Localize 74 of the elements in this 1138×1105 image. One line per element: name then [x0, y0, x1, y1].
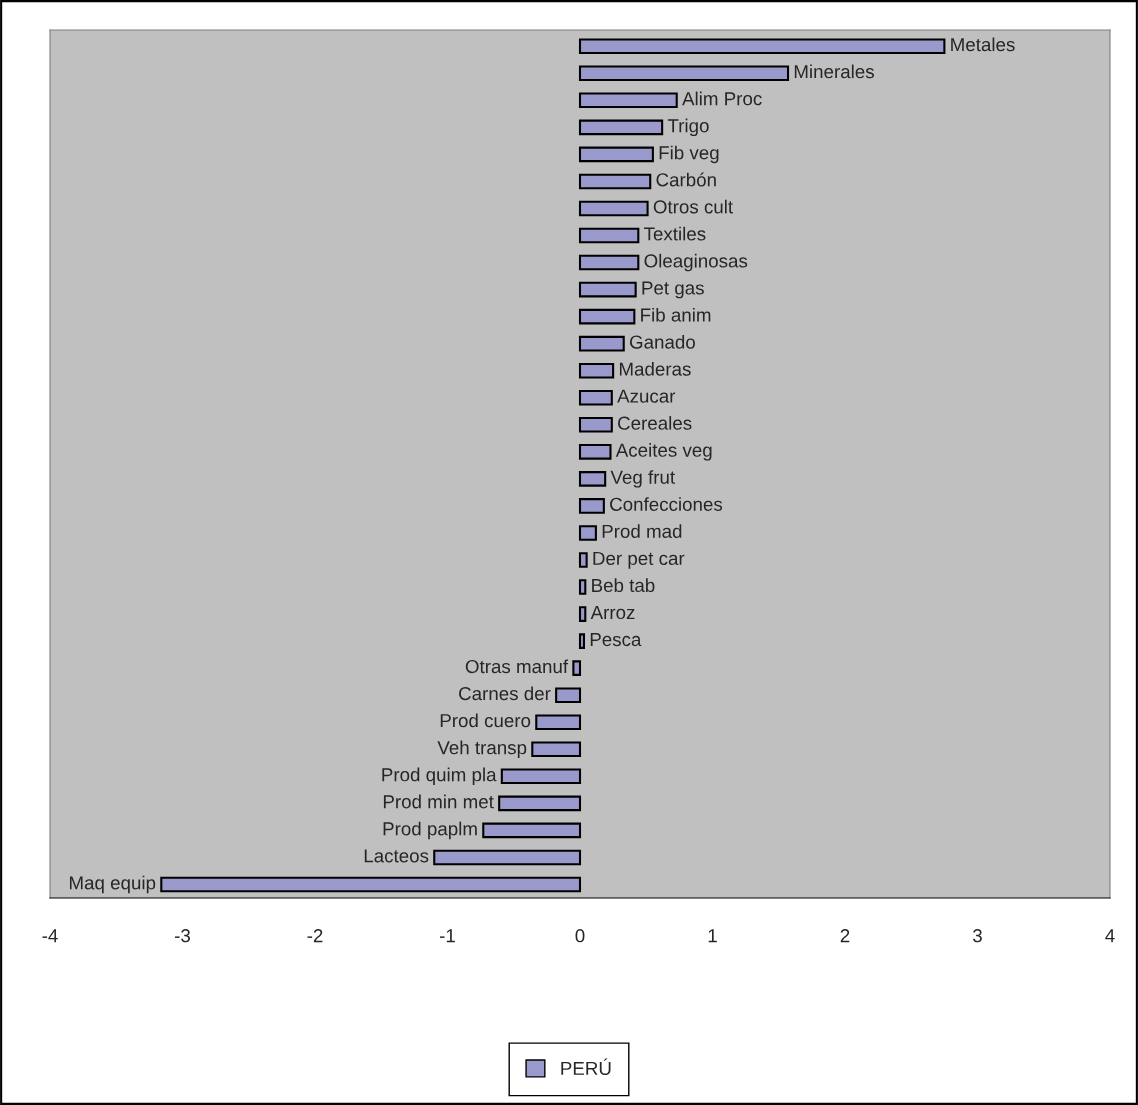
y-tick-label: Otras manuf — [465, 659, 569, 674]
y-tick-label: Maq equip — [69, 875, 156, 894]
y-tick-label: Prod quim pla — [382, 767, 497, 786]
y-tick-label: Maderas — [619, 361, 691, 376]
bar — [578, 281, 637, 298]
x-tick-label: 0 — [575, 929, 585, 943]
y-tick-label: Prod paplm — [383, 821, 477, 840]
x-tick-label: -1 — [440, 929, 455, 943]
bar — [578, 146, 654, 163]
bar — [578, 200, 649, 217]
bar — [482, 822, 582, 839]
bar — [498, 795, 582, 812]
y-tick-label: Aceites veg — [615, 443, 712, 461]
y-tick-label: Pet gas — [642, 281, 704, 299]
y-tick-label: Minerales — [794, 64, 874, 79]
y-tick-label: Trigo — [667, 118, 709, 137]
bar — [535, 714, 582, 731]
bar — [160, 876, 582, 893]
y-tick-label: Alim Proc — [682, 91, 762, 106]
y-tick-label: Confecciones — [610, 497, 723, 511]
x-tick-label: 4 — [1105, 929, 1115, 943]
y-tick-label: Prod mad — [602, 524, 682, 538]
y-tick-label: Pesca — [590, 633, 642, 647]
bar — [578, 579, 587, 595]
bar — [578, 498, 605, 514]
bar — [578, 606, 587, 622]
x-tick-label: -2 — [307, 929, 323, 943]
bar — [578, 389, 613, 406]
y-tick-label: Otros cult — [653, 199, 733, 214]
bar — [578, 119, 664, 136]
bar — [578, 173, 652, 190]
bar — [578, 525, 597, 541]
bar — [578, 254, 640, 271]
bar — [555, 687, 582, 703]
bar — [578, 416, 613, 433]
bar — [578, 308, 636, 325]
bar — [578, 633, 586, 649]
y-tick-label: Veg frut — [610, 470, 675, 488]
bar — [578, 444, 612, 460]
bar — [578, 65, 790, 82]
y-tick-label: Oleaginosas — [644, 253, 748, 272]
legend-label: PERÚ — [561, 1058, 611, 1076]
y-tick-label: Lacteos — [364, 849, 429, 863]
y-tick-label: Prod cuero — [440, 713, 531, 728]
y-tick-label: Fib anim — [641, 307, 711, 322]
y-tick-label: Cereales — [618, 416, 692, 430]
bar — [578, 92, 678, 109]
bar — [578, 362, 615, 379]
bar — [578, 38, 946, 55]
x-tick-label: 2 — [840, 929, 850, 943]
y-tick-label: Prod min met — [383, 794, 494, 809]
y-tick-label: Veh transp — [437, 740, 527, 759]
y-tick-label: Azucar — [617, 389, 676, 403]
bar — [578, 552, 588, 568]
x-tick-label: 1 — [708, 929, 717, 943]
y-tick-label: Carnes der — [459, 686, 551, 701]
bar — [578, 471, 607, 487]
bar — [578, 335, 625, 352]
bar — [433, 849, 582, 866]
y-tick-label: Arroz — [590, 606, 635, 620]
y-tick-label: Ganado — [629, 334, 695, 349]
y-tick-label: Metales — [951, 37, 1015, 52]
bar — [531, 741, 582, 758]
bar — [500, 768, 582, 785]
y-tick-label: Fib veg — [659, 145, 719, 164]
x-tick-label: -4 — [42, 929, 58, 943]
y-tick-label: Beb tab — [592, 578, 655, 593]
bar — [578, 227, 640, 244]
bar — [572, 660, 582, 676]
y-tick-label: Der pet car — [593, 551, 685, 569]
y-tick-label: Textiles — [644, 226, 706, 241]
x-tick-label: 3 — [973, 929, 982, 943]
y-tick-label: Carbón — [656, 172, 716, 187]
x-tick-label: -3 — [175, 929, 191, 943]
